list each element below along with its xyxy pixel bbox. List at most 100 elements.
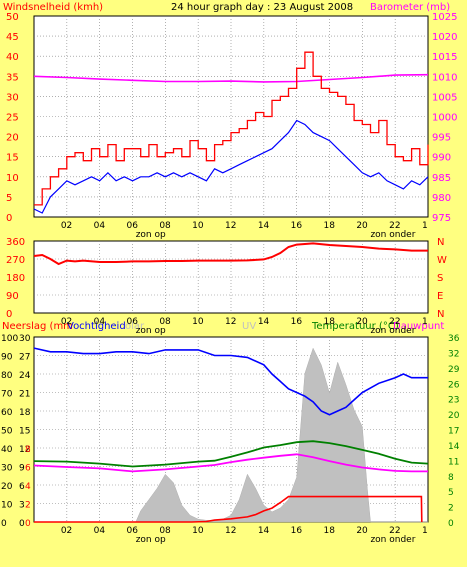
wind-ytick-label: 15 <box>6 153 19 164</box>
wind-speed-line <box>33 119 429 214</box>
direction-panel-xtick-label: 12 <box>225 317 236 327</box>
wind-panel-xtick-label: 18 <box>324 221 336 231</box>
gust-line <box>34 51 429 206</box>
wind-panel-xtick-label: 08 <box>159 221 171 231</box>
wind-panel-xtick-label: 20 <box>356 221 368 231</box>
chart-title: 24 hour graph day : 23 August 2008 <box>171 2 353 13</box>
humidity-ytick-label: 100 <box>1 334 18 344</box>
legend-uv: UV <box>242 321 256 332</box>
rain-ytick-label: 2 <box>25 501 31 511</box>
direction-compass-label: S <box>437 273 443 284</box>
barometer-ytick-label: 1015 <box>432 52 457 63</box>
climate-panel-xtick-label: 14 <box>258 526 270 536</box>
climate-panel-xtick-label: 12 <box>225 526 236 536</box>
climate-panel-xtick-label: 10 <box>192 526 204 536</box>
temp-ytick-label: 6 <box>19 482 25 492</box>
temp-right-ytick-label: 2 <box>448 504 454 514</box>
wind-direction-line <box>33 242 428 266</box>
climate-panel-xtick-label: 16 <box>291 526 303 536</box>
humidity-ytick-label: 10 <box>1 501 13 511</box>
legend-solar: olar <box>125 321 145 332</box>
climate-panel-xtick-label: 08 <box>159 526 171 536</box>
barometer-ytick-label: 980 <box>432 193 451 204</box>
wind-panel-xtick-label: 16 <box>291 221 303 231</box>
wind-ytick-label: 20 <box>6 133 19 144</box>
wind-panel-xtick-label: 12 <box>225 221 236 231</box>
direction-compass-label: W <box>437 255 447 266</box>
wind-ytick-label: 25 <box>6 113 19 124</box>
wind-panel-xtick-label: 1 <box>422 221 428 231</box>
direction-panel-xtick-label: 16 <box>291 317 303 327</box>
legend-temperature: Temperatuur (°C) <box>311 321 399 332</box>
climate-panel-xtick-label: 1 <box>422 526 428 536</box>
legend-rain: Neerslag (mm <box>2 321 73 332</box>
temp-ytick-label: 18 <box>19 408 31 418</box>
humidity-ytick-label: 0 <box>1 519 7 529</box>
direction-ytick-label: 90 <box>6 291 19 302</box>
direction-panel-xtick-label: 10 <box>192 317 204 327</box>
temp-right-ytick-label: 26 <box>448 380 460 390</box>
temp-right-ytick-label: 20 <box>448 411 460 421</box>
rain-ytick-label: 8 <box>25 445 31 455</box>
temp-ytick-label: 12 <box>19 445 30 455</box>
humidity-line <box>33 347 428 416</box>
barometer-ytick-label: 1005 <box>432 92 457 103</box>
direction-panel-xtick-label: 1 <box>422 317 428 327</box>
temp-ytick-label: 9 <box>19 464 25 474</box>
temp-ytick-label: 30 <box>19 334 31 344</box>
rain-ytick-label: 6 <box>25 464 31 474</box>
dewpoint-line <box>33 453 428 473</box>
direction-panel-xtick-label: 04 <box>94 317 106 327</box>
direction-panel-xtick-label: 06 <box>127 317 139 327</box>
wind-ytick-label: 10 <box>6 173 19 184</box>
barometer-axis-title: Barometer (mb) <box>370 2 450 13</box>
barometer-ytick-label: 1025 <box>432 12 457 23</box>
temp-right-ytick-label: 29 <box>448 365 460 375</box>
direction-panel-sunset-label: zon onder <box>370 326 415 336</box>
direction-panel-xtick-label: 02 <box>61 317 72 327</box>
direction-panel-xtick-label: 22 <box>389 317 400 327</box>
humidity-ytick-label: 80 <box>1 371 13 381</box>
temp-ytick-label: 0 <box>19 519 25 529</box>
temp-right-ytick-label: 32 <box>448 349 459 359</box>
wind-panel-xtick-label: 14 <box>258 221 270 231</box>
humidity-ytick-label: 30 <box>1 464 13 474</box>
climate-panel-xtick-label: 04 <box>94 526 106 536</box>
climate-panel-xtick-label: 06 <box>127 526 139 536</box>
humidity-ytick-label: 40 <box>1 445 13 455</box>
direction-panel-sunrise-label: zon op <box>136 326 166 336</box>
temp-ytick-label: 24 <box>19 371 31 381</box>
direction-panel-xtick-label: 08 <box>159 317 171 327</box>
temp-right-ytick-label: 36 <box>448 334 460 344</box>
wind-ytick-label: 30 <box>6 92 19 103</box>
climate-panel-sunset-label: zon onder <box>370 535 415 545</box>
climate-panel-xtick-label: 22 <box>389 526 400 536</box>
direction-ytick-label: 180 <box>6 273 25 284</box>
direction-compass-label: N <box>437 237 444 248</box>
direction-compass-label: E <box>437 291 443 302</box>
wind-panel-xtick-label: 22 <box>389 221 400 231</box>
legend-dewpoint: Dauwpunt <box>393 321 444 332</box>
temp-right-ytick-label: 8 <box>448 473 454 483</box>
temp-right-ytick-label: 0 <box>448 519 454 529</box>
barometer-ytick-label: 985 <box>432 173 451 184</box>
humidity-ytick-label: 70 <box>1 390 13 400</box>
barometer-ytick-label: 1010 <box>432 72 457 83</box>
humidity-ytick-label: 60 <box>1 408 13 418</box>
direction-panel-xtick-label: 14 <box>258 317 270 327</box>
wind-panel-xtick-label: 10 <box>192 221 204 231</box>
humidity-ytick-label: 20 <box>1 482 13 492</box>
climate-panel-xtick-label: 20 <box>356 526 368 536</box>
climate-panel-xtick-label: 18 <box>324 526 336 536</box>
rain-line <box>34 495 423 523</box>
wind-panel-sunset-label: zon onder <box>370 230 415 240</box>
barometer-ytick-label: 995 <box>432 133 451 144</box>
wind-panel-xtick-label: 02 <box>61 221 72 231</box>
temp-right-ytick-label: 14 <box>448 442 460 452</box>
temp-ytick-label: 15 <box>19 427 30 437</box>
wind-ytick-label: 50 <box>6 12 19 23</box>
direction-compass-label: N <box>437 309 444 320</box>
rain-ytick-label: 4 <box>25 482 31 492</box>
temp-ytick-label: 3 <box>19 501 25 511</box>
